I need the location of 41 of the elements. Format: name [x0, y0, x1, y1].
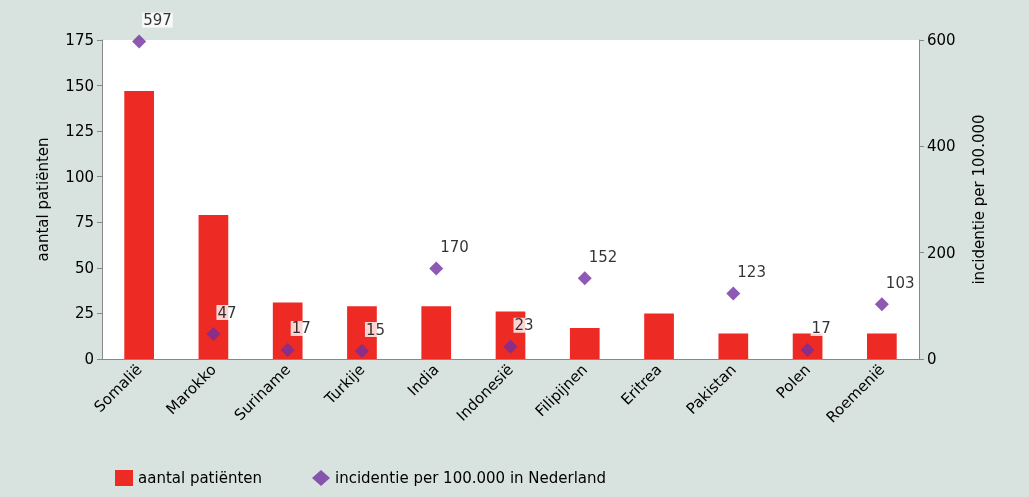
data-label: 597: [143, 11, 172, 30]
point: [206, 327, 221, 342]
y-tick-label: 175: [65, 31, 94, 49]
data-label: 17: [811, 319, 831, 338]
point: [577, 271, 592, 286]
y2-tick-label: 600: [927, 31, 956, 49]
y-tick-label: 125: [65, 122, 94, 141]
y-tick-label: 150: [65, 76, 94, 95]
data-label: 152: [588, 247, 618, 266]
point: [726, 286, 741, 301]
y2-axis-title: incidentie per 100.000: [969, 114, 988, 285]
data-label: 123: [737, 263, 766, 282]
y2-tick-label: 0: [927, 350, 937, 368]
bar: [569, 328, 600, 359]
data-label: 47: [217, 303, 237, 322]
data-label: 15: [365, 320, 386, 339]
point: [354, 344, 369, 359]
bar: [718, 333, 749, 359]
bar: [124, 91, 154, 359]
y-tick-label: 50: [74, 258, 94, 277]
y-tick-label: 100: [65, 167, 94, 186]
bar: [644, 313, 674, 359]
y2-tick-label: 400: [927, 137, 956, 156]
y-tick-label: 25: [74, 304, 94, 323]
legend-label: aantal patiënten: [138, 469, 263, 487]
y-tick-label: 75: [74, 213, 94, 232]
y-axis-title: aantal patiënten: [33, 137, 52, 262]
point: [874, 297, 889, 312]
point: [280, 342, 295, 357]
point: [429, 261, 444, 276]
data-label: 170: [440, 238, 469, 257]
bar: [421, 306, 452, 359]
data-label: 103: [885, 273, 915, 292]
data-label: 17: [291, 319, 311, 338]
point: [503, 339, 518, 354]
point: [132, 34, 147, 49]
data-label: 23: [514, 316, 534, 335]
bar: [867, 333, 897, 359]
y-tick-label: 0: [84, 350, 94, 368]
legend-label: incidentie per 100.000 in Nederland: [335, 469, 607, 487]
y2-tick-label: 200: [927, 243, 956, 262]
